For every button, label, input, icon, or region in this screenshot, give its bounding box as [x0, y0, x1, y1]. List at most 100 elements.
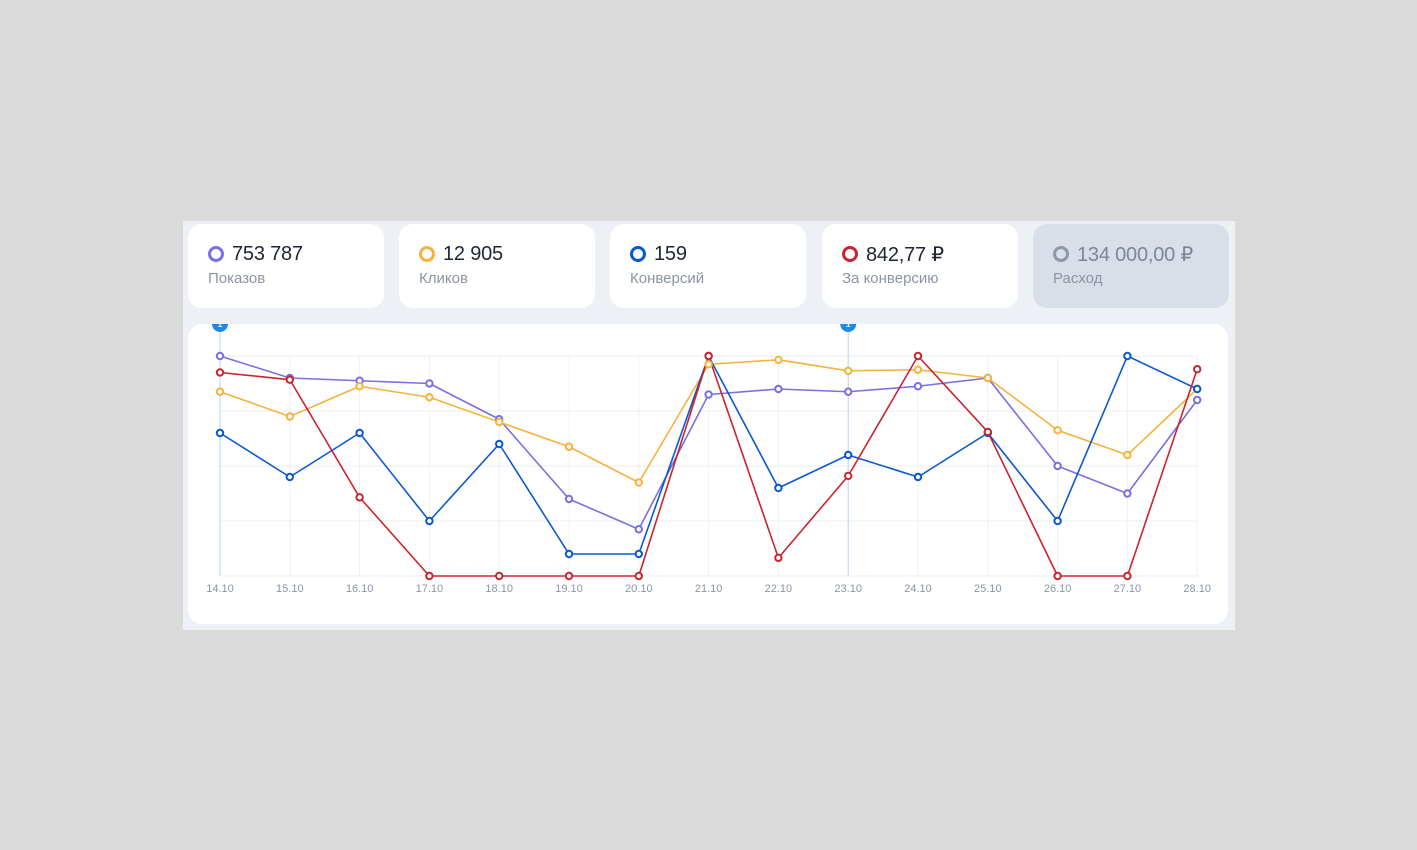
- event-marker-lines: [219, 324, 849, 576]
- x-tick-label: 21.10: [695, 583, 723, 595]
- data-point[interactable]: [844, 450, 853, 460]
- x-tick-label: 15.10: [276, 583, 304, 595]
- metric-impressions[interactable]: 753 787 Показов: [188, 224, 384, 308]
- data-point[interactable]: [355, 382, 364, 391]
- event-marker-label: 1: [218, 324, 223, 329]
- data-point[interactable]: [564, 442, 574, 451]
- chart-grid: [219, 355, 1198, 577]
- data-point[interactable]: [495, 417, 504, 427]
- data-point[interactable]: [285, 375, 295, 384]
- metric-cost-per-conversion[interactable]: 842,77 ₽ За конверсию: [822, 224, 1018, 308]
- data-point[interactable]: [913, 351, 923, 361]
- statistics-panel: 753 787 Показов 12 905 Кликов 159 Конвер…: [183, 221, 1235, 630]
- metric-conversions[interactable]: 159 Конверсий: [610, 224, 806, 308]
- data-point[interactable]: [425, 379, 434, 388]
- data-point[interactable]: [285, 472, 295, 482]
- data-point[interactable]: [215, 428, 225, 438]
- data-point[interactable]: [634, 549, 643, 559]
- data-point[interactable]: [564, 549, 574, 559]
- data-point[interactable]: [1053, 426, 1062, 435]
- metric-cost-per-conversion-ring-icon: [842, 246, 858, 262]
- x-tick-label: 28.10: [1183, 583, 1211, 595]
- data-point[interactable]: [1193, 395, 1202, 405]
- x-tick-label: 27.10: [1114, 583, 1142, 595]
- metric-conversions-label: Конверсий: [630, 270, 705, 287]
- data-point[interactable]: [704, 360, 713, 369]
- data-point[interactable]: [425, 571, 434, 581]
- x-tick-label: 19.10: [555, 583, 583, 595]
- metric-clicks-ring-icon: [419, 246, 435, 262]
- data-point[interactable]: [425, 393, 434, 402]
- x-tick-label: 22.10: [765, 583, 793, 595]
- data-point[interactable]: [844, 387, 853, 396]
- metric-clicks-label: Кликов: [419, 270, 468, 287]
- data-point[interactable]: [844, 471, 853, 481]
- data-point[interactable]: [704, 390, 713, 399]
- data-point[interactable]: [564, 494, 574, 504]
- data-point[interactable]: [355, 493, 364, 502]
- metric-impressions-label: Показов: [208, 270, 266, 287]
- data-point[interactable]: [355, 428, 364, 438]
- event-marker-label: 1: [846, 324, 851, 329]
- data-point[interactable]: [774, 483, 783, 493]
- data-point[interactable]: [983, 427, 992, 437]
- metric-cost-per-conversion-value: 842,77 ₽: [866, 243, 944, 266]
- metric-cost-per-conversion-label: За конверсию: [842, 270, 939, 287]
- x-axis-ticks: 14.10 15.10 16.10 17.10 18.10 19.10 20.10 21.10…: [206, 583, 1211, 595]
- data-point[interactable]: [774, 355, 783, 365]
- data-point[interactable]: [774, 553, 783, 563]
- data-point[interactable]: [1123, 351, 1132, 361]
- data-point[interactable]: [495, 439, 504, 449]
- data-point[interactable]: [1123, 571, 1132, 581]
- data-point[interactable]: [634, 571, 643, 581]
- metric-clicks[interactable]: 12 905 Кликов: [399, 224, 595, 308]
- line-chart: 14.10 15.10 16.10 17.10 18.10 19.10 20.10 21.10…: [206, 324, 1211, 595]
- metric-conversions-ring-icon: [630, 246, 646, 262]
- data-point[interactable]: [495, 571, 504, 581]
- data-point[interactable]: [215, 387, 225, 396]
- data-point[interactable]: [774, 384, 783, 394]
- data-point[interactable]: [634, 525, 643, 534]
- x-tick-label: 20.10: [625, 583, 653, 595]
- metric-impressions-ring-icon: [208, 246, 224, 262]
- x-tick-label: 16.10: [346, 583, 374, 595]
- metric-spend-label: Расход: [1053, 270, 1103, 287]
- metric-spend-value: 134 000,00 ₽: [1077, 243, 1193, 266]
- metric-impressions-value: 753 787: [232, 242, 303, 265]
- data-point[interactable]: [215, 351, 225, 361]
- data-point[interactable]: [1193, 384, 1202, 394]
- data-point[interactable]: [913, 382, 923, 391]
- data-point[interactable]: [704, 351, 713, 361]
- data-point[interactable]: [1053, 516, 1062, 526]
- x-tick-label: 24.10: [904, 583, 932, 595]
- data-point[interactable]: [564, 571, 574, 581]
- data-point[interactable]: [1053, 571, 1062, 581]
- x-tick-label: 23.10: [834, 583, 862, 595]
- metric-spend[interactable]: 134 000,00 ₽ Расход: [1033, 224, 1229, 308]
- event-marker[interactable]: [840, 324, 857, 332]
- data-point[interactable]: [913, 365, 923, 374]
- data-point[interactable]: [215, 368, 225, 377]
- x-tick-label: 14.10: [206, 583, 234, 595]
- data-point[interactable]: [1053, 461, 1062, 471]
- x-tick-label: 18.10: [485, 583, 513, 595]
- x-tick-label: 25.10: [974, 583, 1002, 595]
- data-point[interactable]: [285, 412, 295, 421]
- data-point[interactable]: [983, 373, 992, 383]
- data-point[interactable]: [913, 472, 923, 482]
- chart-card: 14.10 15.10 16.10 17.10 18.10 19.10 20.10 21.10…: [188, 324, 1228, 624]
- chart-series: [215, 351, 1202, 581]
- metric-clicks-value: 12 905: [443, 242, 503, 265]
- data-point[interactable]: [1123, 450, 1132, 460]
- x-tick-label: 17.10: [416, 583, 444, 595]
- data-point[interactable]: [425, 516, 434, 526]
- data-point[interactable]: [1193, 365, 1202, 374]
- event-marker[interactable]: [212, 324, 228, 332]
- data-point[interactable]: [844, 366, 853, 376]
- x-tick-label: 26.10: [1044, 583, 1072, 595]
- metric-conversions-value: 159: [654, 242, 687, 265]
- metric-spend-ring-icon: [1053, 246, 1069, 262]
- data-point[interactable]: [1123, 489, 1132, 498]
- data-point[interactable]: [634, 478, 643, 487]
